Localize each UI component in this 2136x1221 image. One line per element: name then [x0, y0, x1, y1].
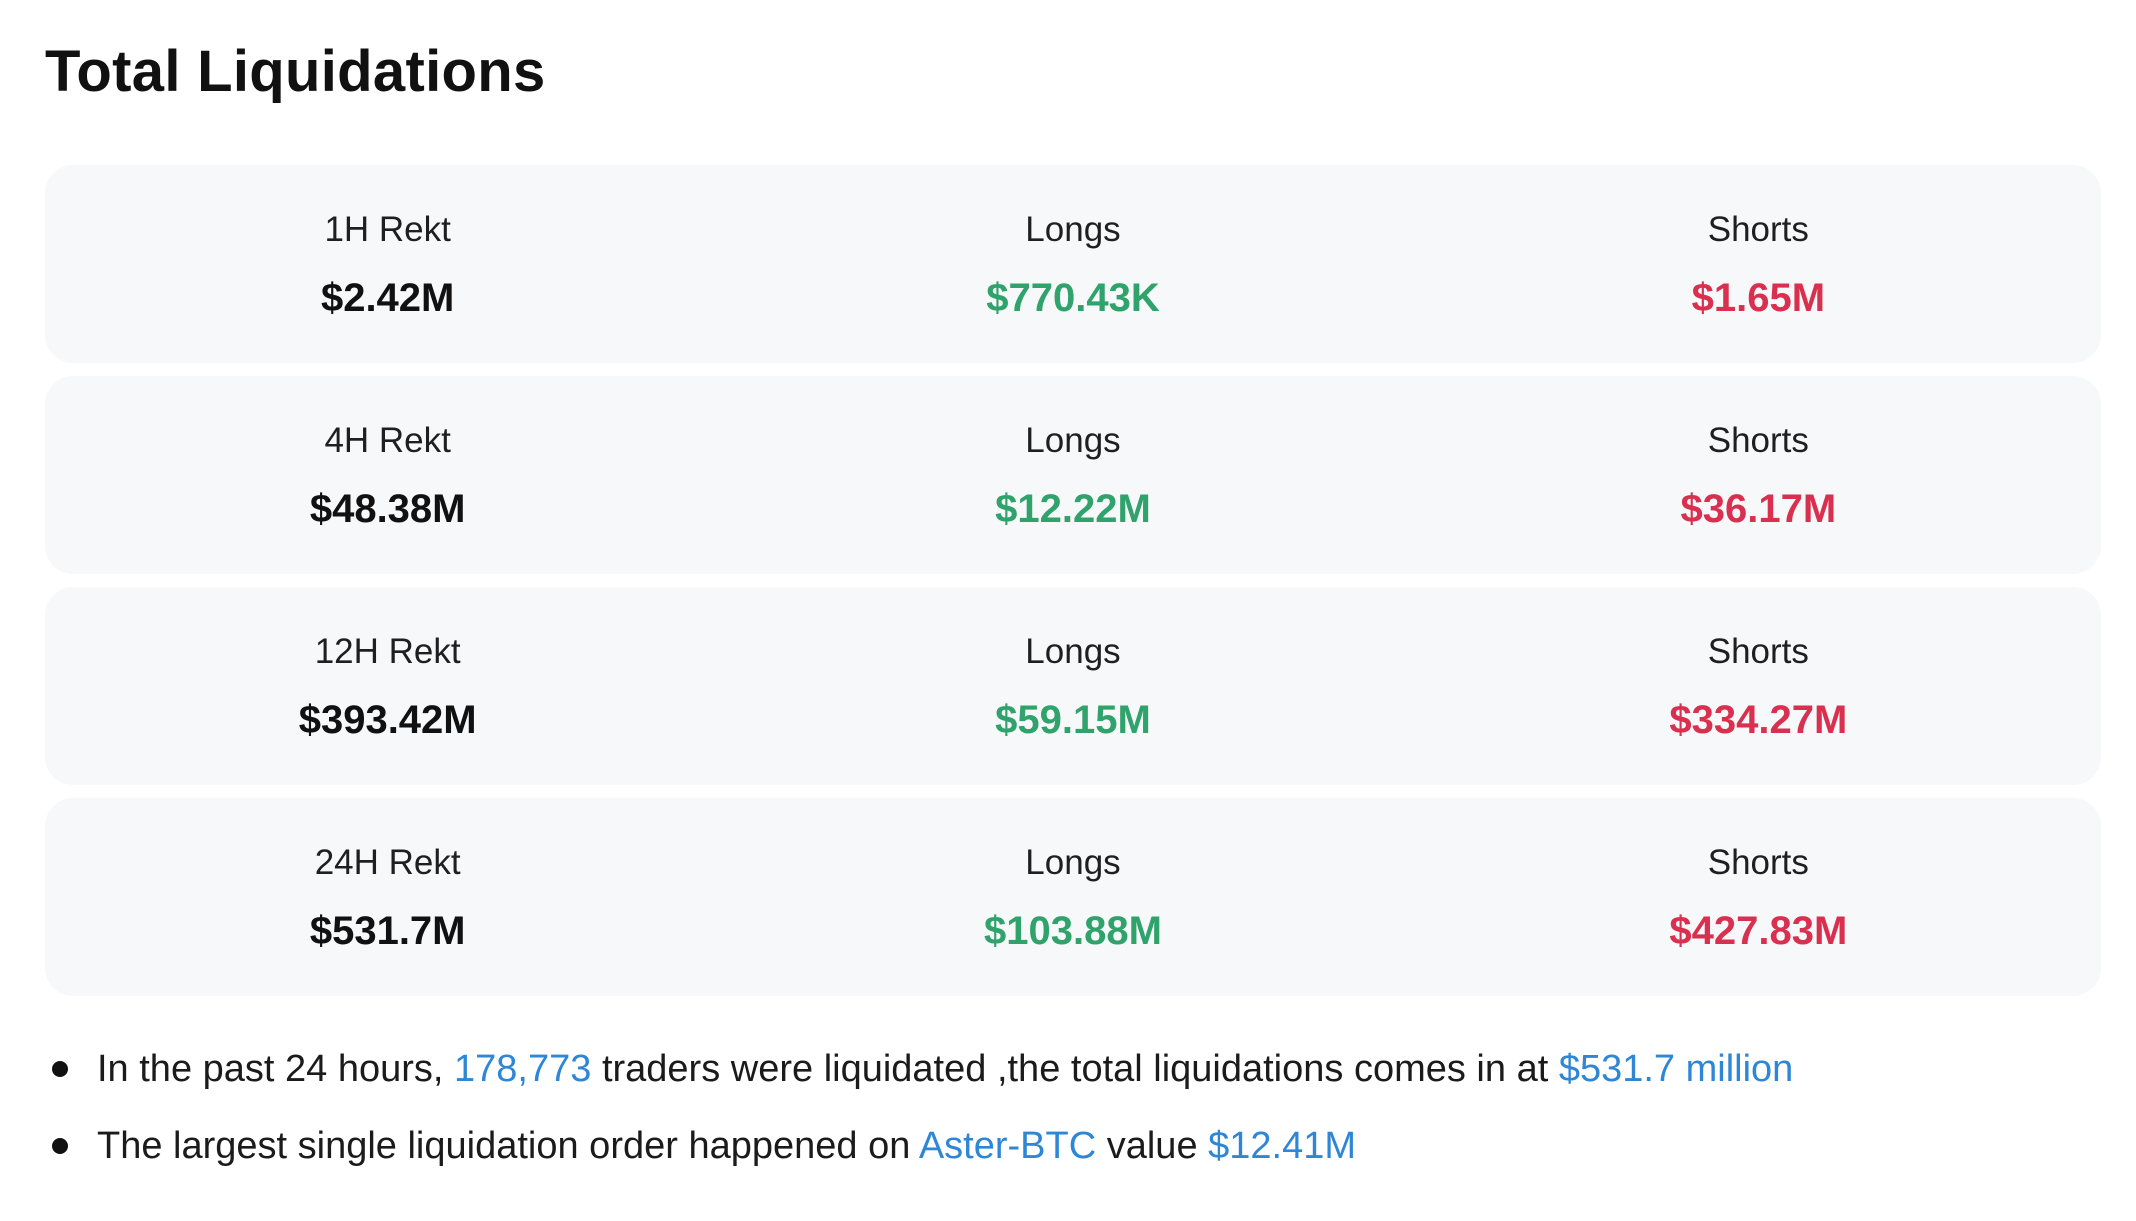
longs-value: $770.43K	[986, 276, 1160, 320]
note-text: In the past 24 hours, 178,773 traders we…	[97, 1040, 1793, 1098]
longs-label: Longs	[1025, 421, 1121, 460]
longs-value: $12.22M	[995, 487, 1151, 531]
shorts-label: Shorts	[1707, 421, 1809, 460]
longs-value: $103.88M	[984, 909, 1162, 953]
longs-label: Longs	[1025, 843, 1121, 882]
shorts-value: $36.17M	[1680, 487, 1837, 531]
shorts-label: Shorts	[1707, 843, 1809, 882]
total-value: $531.7M	[309, 909, 466, 953]
bullet-icon	[52, 1061, 68, 1077]
note-prefix: In the past 24 hours,	[97, 1048, 455, 1090]
traders-count-link[interactable]: 178,773	[454, 1048, 592, 1090]
row-1h: 1H Rekt $2.42M Longs $770.43K Shorts $1.…	[45, 165, 2101, 363]
summary-notes: In the past 24 hours, 178,773 traders we…	[52, 1040, 1793, 1194]
period-label: 4H Rekt	[324, 421, 451, 460]
shorts-cell: Shorts $334.27M	[1416, 587, 2101, 785]
bullet-icon	[52, 1138, 68, 1154]
note-prefix: The largest single liquidation order hap…	[97, 1125, 919, 1167]
liquidation-summary-table: 1H Rekt $2.42M Longs $770.43K Shorts $1.…	[45, 165, 2101, 1009]
total-value: $393.42M	[298, 698, 477, 742]
period-label: 1H Rekt	[324, 210, 451, 249]
longs-cell: Longs $770.43K	[730, 165, 1415, 363]
longs-value: $59.15M	[995, 698, 1151, 742]
note-middle: traders were liquidated ,the total liqui…	[591, 1048, 1559, 1090]
row-4h: 4H Rekt $48.38M Longs $12.22M Shorts $36…	[45, 376, 2101, 574]
total-cell: 24H Rekt $531.7M	[45, 798, 730, 996]
note-largest-order: The largest single liquidation order hap…	[52, 1117, 1793, 1175]
total-cell: 12H Rekt $393.42M	[45, 587, 730, 785]
note-traders-liquidated: In the past 24 hours, 178,773 traders we…	[52, 1040, 1793, 1098]
pair-link[interactable]: Aster-BTC	[918, 1125, 1097, 1167]
note-middle: value	[1096, 1125, 1209, 1167]
longs-cell: Longs $59.15M	[730, 587, 1415, 785]
shorts-cell: Shorts $1.65M	[1416, 165, 2101, 363]
period-label: 24H Rekt	[314, 843, 461, 882]
period-label: 12H Rekt	[314, 632, 461, 671]
longs-label: Longs	[1025, 210, 1121, 249]
total-liquidation-link[interactable]: $531.7 million	[1558, 1048, 1794, 1090]
row-24h: 24H Rekt $531.7M Longs $103.88M Shorts $…	[45, 798, 2101, 996]
total-cell: 1H Rekt $2.42M	[45, 165, 730, 363]
total-cell: 4H Rekt $48.38M	[45, 376, 730, 574]
shorts-value: $334.27M	[1669, 698, 1848, 742]
shorts-cell: Shorts $427.83M	[1416, 798, 2101, 996]
longs-cell: Longs $12.22M	[730, 376, 1415, 574]
shorts-value: $1.65M	[1691, 276, 1826, 320]
shorts-label: Shorts	[1707, 210, 1809, 249]
row-12h: 12H Rekt $393.42M Longs $59.15M Shorts $…	[45, 587, 2101, 785]
longs-cell: Longs $103.88M	[730, 798, 1415, 996]
shorts-label: Shorts	[1707, 632, 1809, 671]
total-value: $48.38M	[309, 487, 466, 531]
page-title: Total Liquidations	[45, 39, 546, 104]
order-value-link[interactable]: $12.41M	[1208, 1125, 1357, 1167]
longs-label: Longs	[1025, 632, 1121, 671]
note-text: The largest single liquidation order hap…	[97, 1117, 1356, 1175]
shorts-value: $427.83M	[1669, 909, 1848, 953]
total-value: $2.42M	[320, 276, 455, 320]
shorts-cell: Shorts $36.17M	[1416, 376, 2101, 574]
